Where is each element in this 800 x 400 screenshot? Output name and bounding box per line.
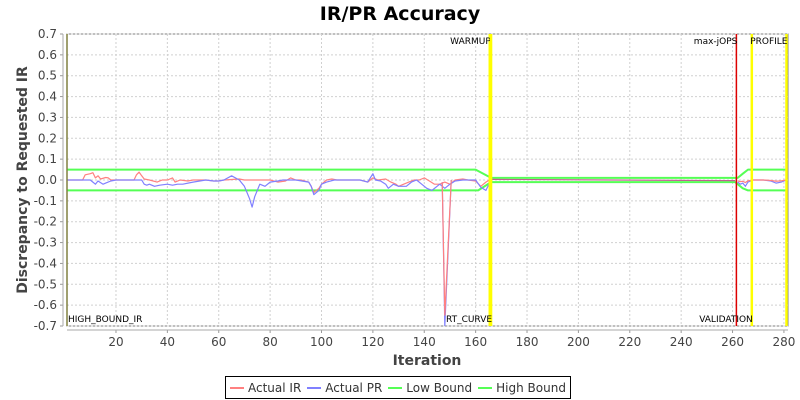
- phase-markers: HIGH_BOUND_IR WARMUP RT_CURVE max-jOPS VALID…: [66, 34, 788, 326]
- y-tick-label: -0.4: [34, 256, 57, 270]
- y-axis: 0.7 0.6 0.5 0.4 0.3 0.2 0.1 0.0 -0.1 -0.2 -0.3 -0.4…: [34, 27, 64, 333]
- y-tick-label: 0.2: [38, 131, 57, 145]
- x-axis-label: Iteration: [393, 353, 462, 369]
- x-tick-label: 40: [160, 335, 175, 349]
- legend-swatch: [388, 386, 403, 389]
- series-high-bound: [67, 168, 787, 179]
- legend-item-actual-ir: Actual IR: [230, 381, 301, 395]
- legend-item-actual-pr: Actual PR: [307, 381, 382, 395]
- x-tick-label: 260: [721, 335, 744, 349]
- series-low-bound: [67, 181, 787, 192]
- y-tick-label: -0.3: [34, 236, 57, 250]
- x-tick-label: 280: [772, 335, 795, 349]
- x-tick-label: 140: [413, 335, 436, 349]
- series-lines: [67, 168, 787, 327]
- y-tick-label: 0.6: [38, 48, 57, 62]
- x-tick-label: 220: [618, 335, 641, 349]
- x-tick-label: 160: [464, 335, 487, 349]
- marker-label: VALIDATION: [699, 315, 753, 325]
- x-tick-label: 20: [108, 335, 123, 349]
- y-tick-label: 0.4: [38, 90, 57, 104]
- marker-label: PROFILE: [750, 37, 788, 47]
- x-tick-label: 200: [567, 335, 590, 349]
- y-tick-label: 0.0: [38, 173, 57, 187]
- y-tick-label: 0.5: [38, 69, 57, 83]
- legend-label: High Bound: [496, 380, 566, 395]
- x-axis: 20 40 60 80 100 120 140 160 180 200 220 240 260 280: [67, 329, 795, 349]
- legend-swatch: [478, 386, 493, 389]
- legend-label: Low Bound: [406, 380, 473, 395]
- chart-legend: Actual IR Actual PR Low Bound High Bound: [225, 376, 571, 399]
- marker-label: max-jOPS: [694, 37, 738, 47]
- legend-swatch: [307, 386, 322, 389]
- y-tick-label: -0.5: [34, 277, 57, 291]
- y-tick-label: 0.1: [38, 152, 57, 166]
- y-axis-label: Discrepancy to Requested IR: [15, 66, 31, 294]
- legend-swatch: [230, 386, 244, 389]
- legend-item-high-bound: High Bound: [478, 381, 566, 395]
- chart-title: IR/PR Accuracy: [319, 3, 481, 25]
- y-tick-label: -0.2: [34, 215, 57, 229]
- marker-label: WARMUP: [450, 37, 491, 47]
- y-tick-label: -0.7: [34, 319, 57, 333]
- y-tick-label: -0.1: [34, 194, 57, 208]
- y-tick-label: 0.7: [38, 27, 57, 41]
- legend-label: Actual IR: [248, 380, 302, 395]
- legend-item-low-bound: Low Bound: [388, 381, 472, 395]
- marker-label: HIGH_BOUND_IR: [68, 315, 142, 325]
- legend-label: Actual PR: [325, 380, 383, 395]
- series-actual-pr: [67, 173, 492, 208]
- x-tick-label: 180: [516, 335, 539, 349]
- x-tick-label: 240: [670, 335, 693, 349]
- x-tick-label: 60: [211, 335, 226, 349]
- y-tick-label: -0.6: [34, 298, 57, 312]
- x-tick-label: 80: [262, 335, 277, 349]
- y-tick-label: 0.3: [38, 110, 57, 124]
- marker-label: RT_CURVE: [446, 315, 492, 325]
- x-tick-label: 120: [361, 335, 384, 349]
- x-tick-label: 100: [310, 335, 333, 349]
